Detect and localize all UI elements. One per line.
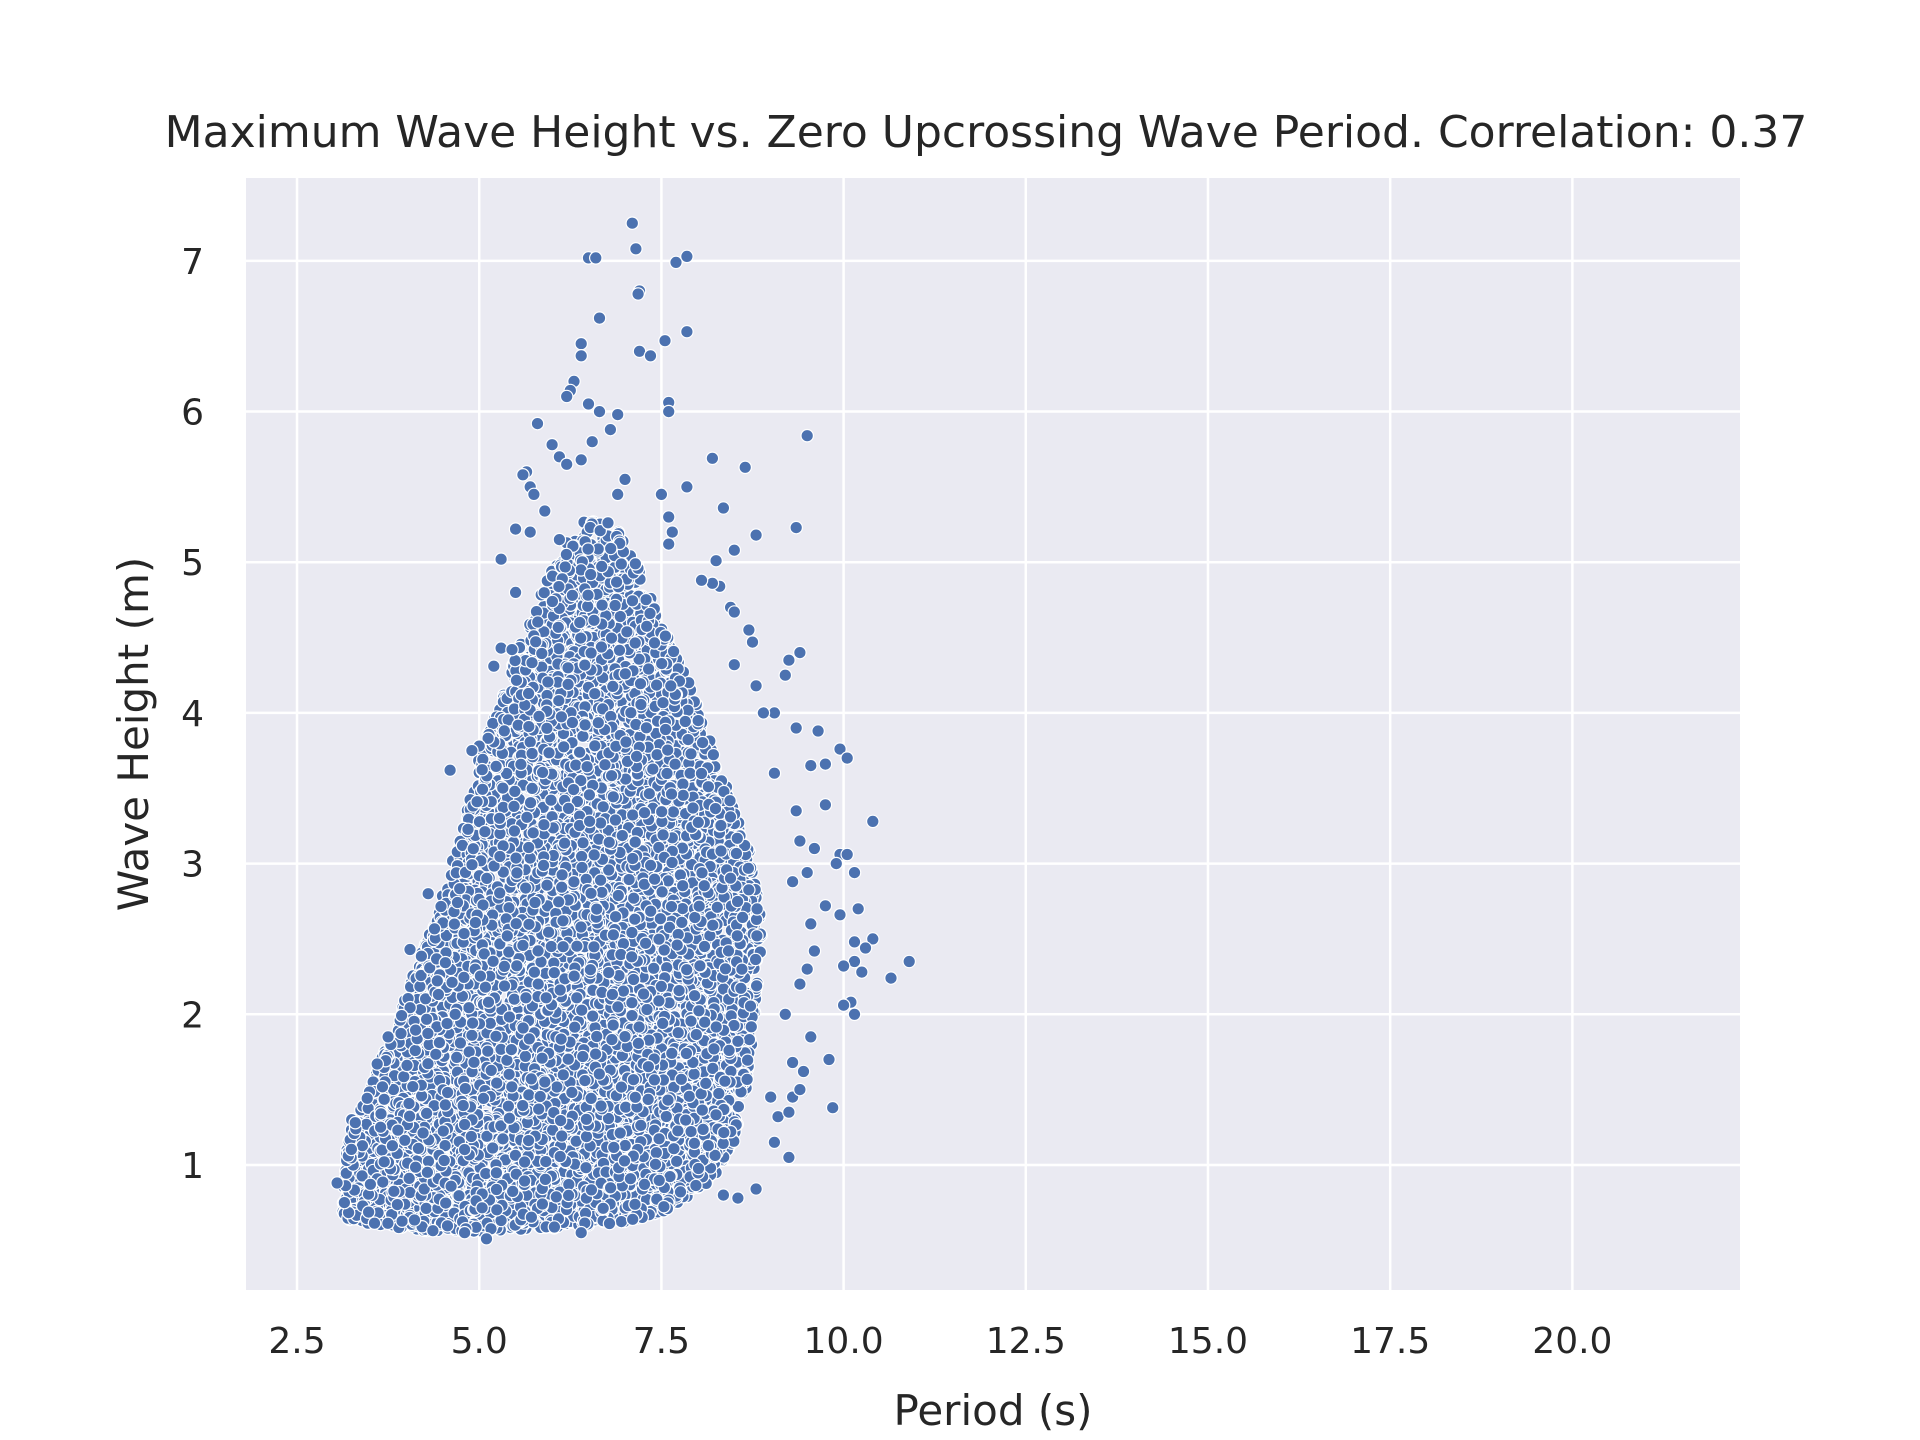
data-points xyxy=(330,216,916,1246)
chart-title: Maximum Wave Height vs. Zero Upcrossing … xyxy=(165,107,1808,158)
data-point xyxy=(731,1099,746,1114)
